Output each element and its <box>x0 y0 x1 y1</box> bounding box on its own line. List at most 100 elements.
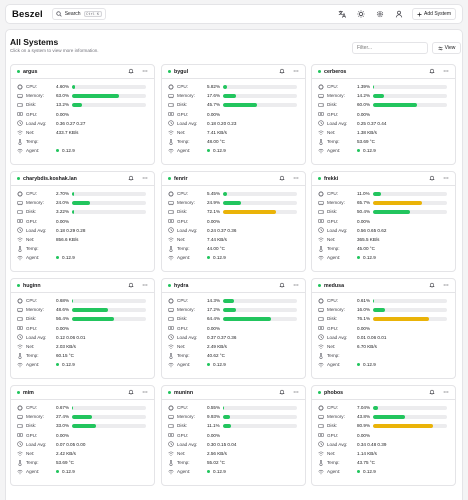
system-name[interactable]: phobos <box>324 389 344 396</box>
memory-value: 17.2% <box>207 307 221 313</box>
more-icon[interactable] <box>142 175 148 183</box>
system-name[interactable]: argus <box>23 68 38 75</box>
system-name[interactable]: fenrir <box>174 175 188 182</box>
disk-bar-fill <box>373 209 411 214</box>
disk-bar <box>223 423 297 428</box>
temp-row: Temp: <box>318 351 452 360</box>
search-button[interactable]: Search Ctrl K <box>51 8 106 20</box>
system-card[interactable]: mim CPU: 0.67% Memory: 27.4% Disk: 33.0% GPU: 0.… <box>10 385 155 486</box>
system-card[interactable]: fenrir CPU: 5.45% Memory: 24.9% Disk: 72.1% GPU… <box>161 171 306 272</box>
system-name[interactable]: huginn <box>23 282 41 289</box>
bell-icon[interactable] <box>128 175 134 183</box>
load-value: 0.30 0.15 0.04 <box>207 441 237 447</box>
more-icon[interactable] <box>142 389 148 397</box>
disk-icon <box>318 102 324 108</box>
memory-icon <box>17 414 23 420</box>
system-name[interactable]: charybdis.koshak.lan <box>23 175 77 182</box>
system-card[interactable]: bygul CPU: 5.82% Memory: 17.6% Disk: 45.7% GPU:… <box>161 64 306 165</box>
view-button[interactable]: View <box>432 42 461 54</box>
status-dot <box>318 177 321 180</box>
card-actions <box>279 68 299 76</box>
more-icon[interactable] <box>293 282 299 290</box>
system-name[interactable]: medusa <box>324 282 345 289</box>
system-name[interactable]: bygul <box>174 68 189 75</box>
bell-icon[interactable] <box>279 175 285 183</box>
system-card[interactable]: phobos CPU: 7.04% Memory: 43.8% Disk: 80.9% GPU… <box>311 385 456 486</box>
metrics: CPU: 2.70% Memory: 24.0% Disk: 3.22% GPU: 0.00%… <box>17 189 151 263</box>
system-card[interactable]: frekki CPU: 11.0% Memory: 65.7% Disk: 50.4% GPU… <box>311 171 456 272</box>
system-name[interactable]: frekki <box>324 175 339 182</box>
temp-row: Temp: 45.00 °C <box>318 244 452 253</box>
metrics: CPU: 11.0% Memory: 65.7% Disk: 50.4% GPU: 0.00%… <box>318 189 452 263</box>
gpu-icon <box>17 218 23 224</box>
bell-icon[interactable] <box>128 68 134 76</box>
net-row: Net: 856.6 KB/s <box>17 235 151 244</box>
more-icon[interactable] <box>293 68 299 76</box>
more-icon[interactable] <box>293 175 299 183</box>
load-row: Load Avg: 0.12 0.06 0.01 <box>17 333 151 342</box>
net-icon <box>318 451 324 457</box>
net-label: Net: <box>177 237 186 243</box>
system-card[interactable]: muninn CPU: 0.55% Memory: 9.93% Disk: 11.1% GPU… <box>161 385 306 486</box>
agent-version: 0.12.9 <box>363 255 376 261</box>
agent-version: 0.12.9 <box>213 255 226 261</box>
more-icon[interactable] <box>443 282 449 290</box>
cpu-row: CPU: 0.68% <box>17 296 151 305</box>
net-icon <box>168 130 174 136</box>
agent-version: 0.12.9 <box>213 469 226 475</box>
system-name[interactable]: muninn <box>174 389 194 396</box>
more-icon[interactable] <box>142 282 148 290</box>
load-value: 0.01 0.06 0.01 <box>357 334 387 340</box>
net-row: Net: 6.70 KB/s <box>318 342 452 351</box>
memory-value: 48.6% <box>56 307 70 313</box>
load-value: 0.37 0.37 0.36 <box>207 334 237 340</box>
bell-icon[interactable] <box>128 282 134 290</box>
gpu-value: 0.00% <box>357 218 371 224</box>
gpu-label: GPU: <box>177 111 189 117</box>
system-name[interactable]: mim <box>23 389 34 396</box>
more-icon[interactable] <box>142 68 148 76</box>
more-icon[interactable] <box>443 389 449 397</box>
language-icon <box>338 10 346 18</box>
cpu-value: 0.68% <box>56 298 70 304</box>
user-menu-button[interactable] <box>393 9 404 20</box>
system-card[interactable]: hydra CPU: 14.3% Memory: 17.2% Disk: 64.4% GPU:… <box>161 278 306 379</box>
more-icon[interactable] <box>443 68 449 76</box>
card-header: muninn <box>162 386 305 400</box>
app-logo[interactable]: Beszel <box>12 8 43 20</box>
bell-icon[interactable] <box>429 389 435 397</box>
bell-icon[interactable] <box>279 389 285 397</box>
bell-icon[interactable] <box>429 68 435 76</box>
gpu-label: GPU: <box>177 218 189 224</box>
disk-icon <box>318 316 324 322</box>
disk-row: Disk: 11.1% <box>168 421 302 430</box>
bell-icon[interactable] <box>429 175 435 183</box>
disk-bar <box>223 102 297 107</box>
disk-value: 13.2% <box>56 102 70 108</box>
bell-icon[interactable] <box>429 282 435 290</box>
bell-icon[interactable] <box>128 389 134 397</box>
theme-toggle-button[interactable] <box>355 9 366 20</box>
load-icon <box>318 334 324 341</box>
temp-row: Temp: <box>17 244 151 253</box>
system-card[interactable]: charybdis.koshak.lan CPU: 2.70% Memory: 24.0… <box>10 171 155 272</box>
more-icon[interactable] <box>443 175 449 183</box>
system-card[interactable]: medusa CPU: 0.61% Memory: 16.0% Disk: 76.1% GPU… <box>311 278 456 379</box>
memory-bar <box>72 93 146 98</box>
system-name[interactable]: cerberos <box>324 68 347 75</box>
temp-value: 48.00 °C <box>207 139 225 145</box>
add-system-button[interactable]: Add System <box>412 8 456 20</box>
settings-button[interactable] <box>374 9 385 20</box>
system-card[interactable]: cerberos CPU: 1.39% Memory: 14.2% Disk: 60.0% G… <box>311 64 456 165</box>
language-button[interactable] <box>336 9 347 20</box>
more-icon[interactable] <box>293 389 299 397</box>
system-name[interactable]: hydra <box>174 282 189 289</box>
bell-icon[interactable] <box>279 282 285 290</box>
gpu-icon <box>318 432 324 438</box>
system-card[interactable]: argus CPU: 4.60% Memory: 63.0% Disk: 13.2% GPU:… <box>10 64 155 165</box>
load-icon <box>318 441 324 448</box>
bell-icon[interactable] <box>279 68 285 76</box>
system-card[interactable]: huginn CPU: 0.68% Memory: 48.6% Disk: 56.4% GPU… <box>10 278 155 379</box>
filter-input[interactable] <box>352 42 428 54</box>
load-value: 0.18 0.20 0.23 <box>207 120 237 126</box>
